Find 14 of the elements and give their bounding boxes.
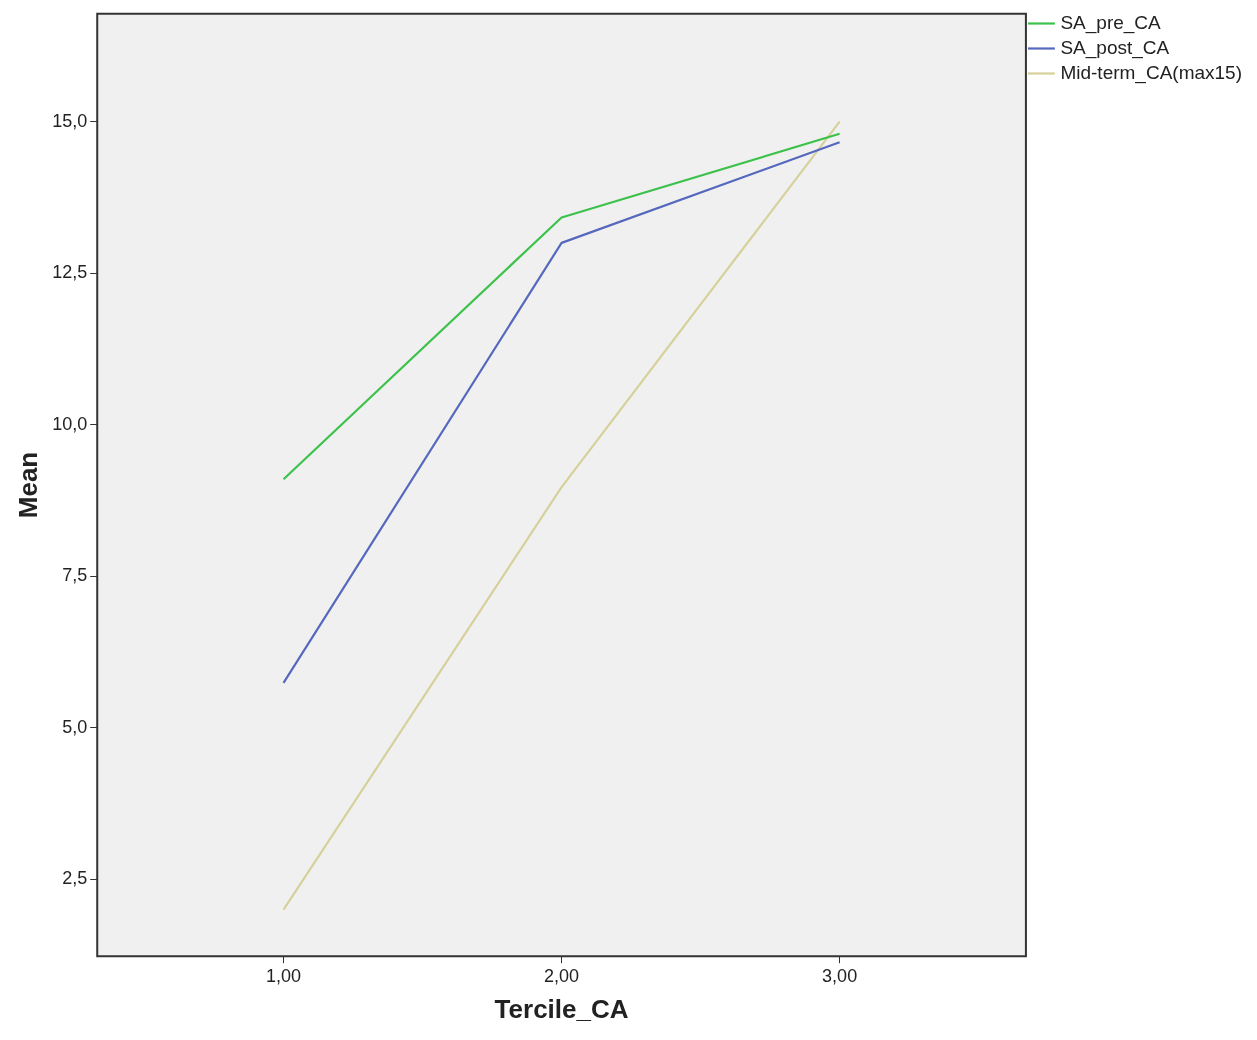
- y-tick-label: 7,5: [62, 565, 88, 586]
- y-tick-label: 5,0: [62, 716, 88, 737]
- x-tick-label: 3,00: [822, 965, 858, 986]
- y-tick-label: 15,0: [52, 110, 88, 131]
- y-tick-label: 10,0: [52, 413, 88, 434]
- legend-label: SA_post_CA: [1060, 36, 1170, 59]
- x-tick-label: 1,00: [266, 965, 302, 986]
- y-axis-title: Mean: [12, 451, 43, 519]
- legend-label: Mid-term_CA(max15): [1060, 61, 1243, 84]
- x-tick-label: 2,00: [544, 965, 580, 986]
- legend-label: SA_pre_CA: [1060, 11, 1162, 34]
- y-tick-label: 12,5: [52, 262, 88, 283]
- y-tick-label: 2,5: [62, 868, 88, 889]
- x-axis-title: Tercile_CA: [494, 993, 629, 1024]
